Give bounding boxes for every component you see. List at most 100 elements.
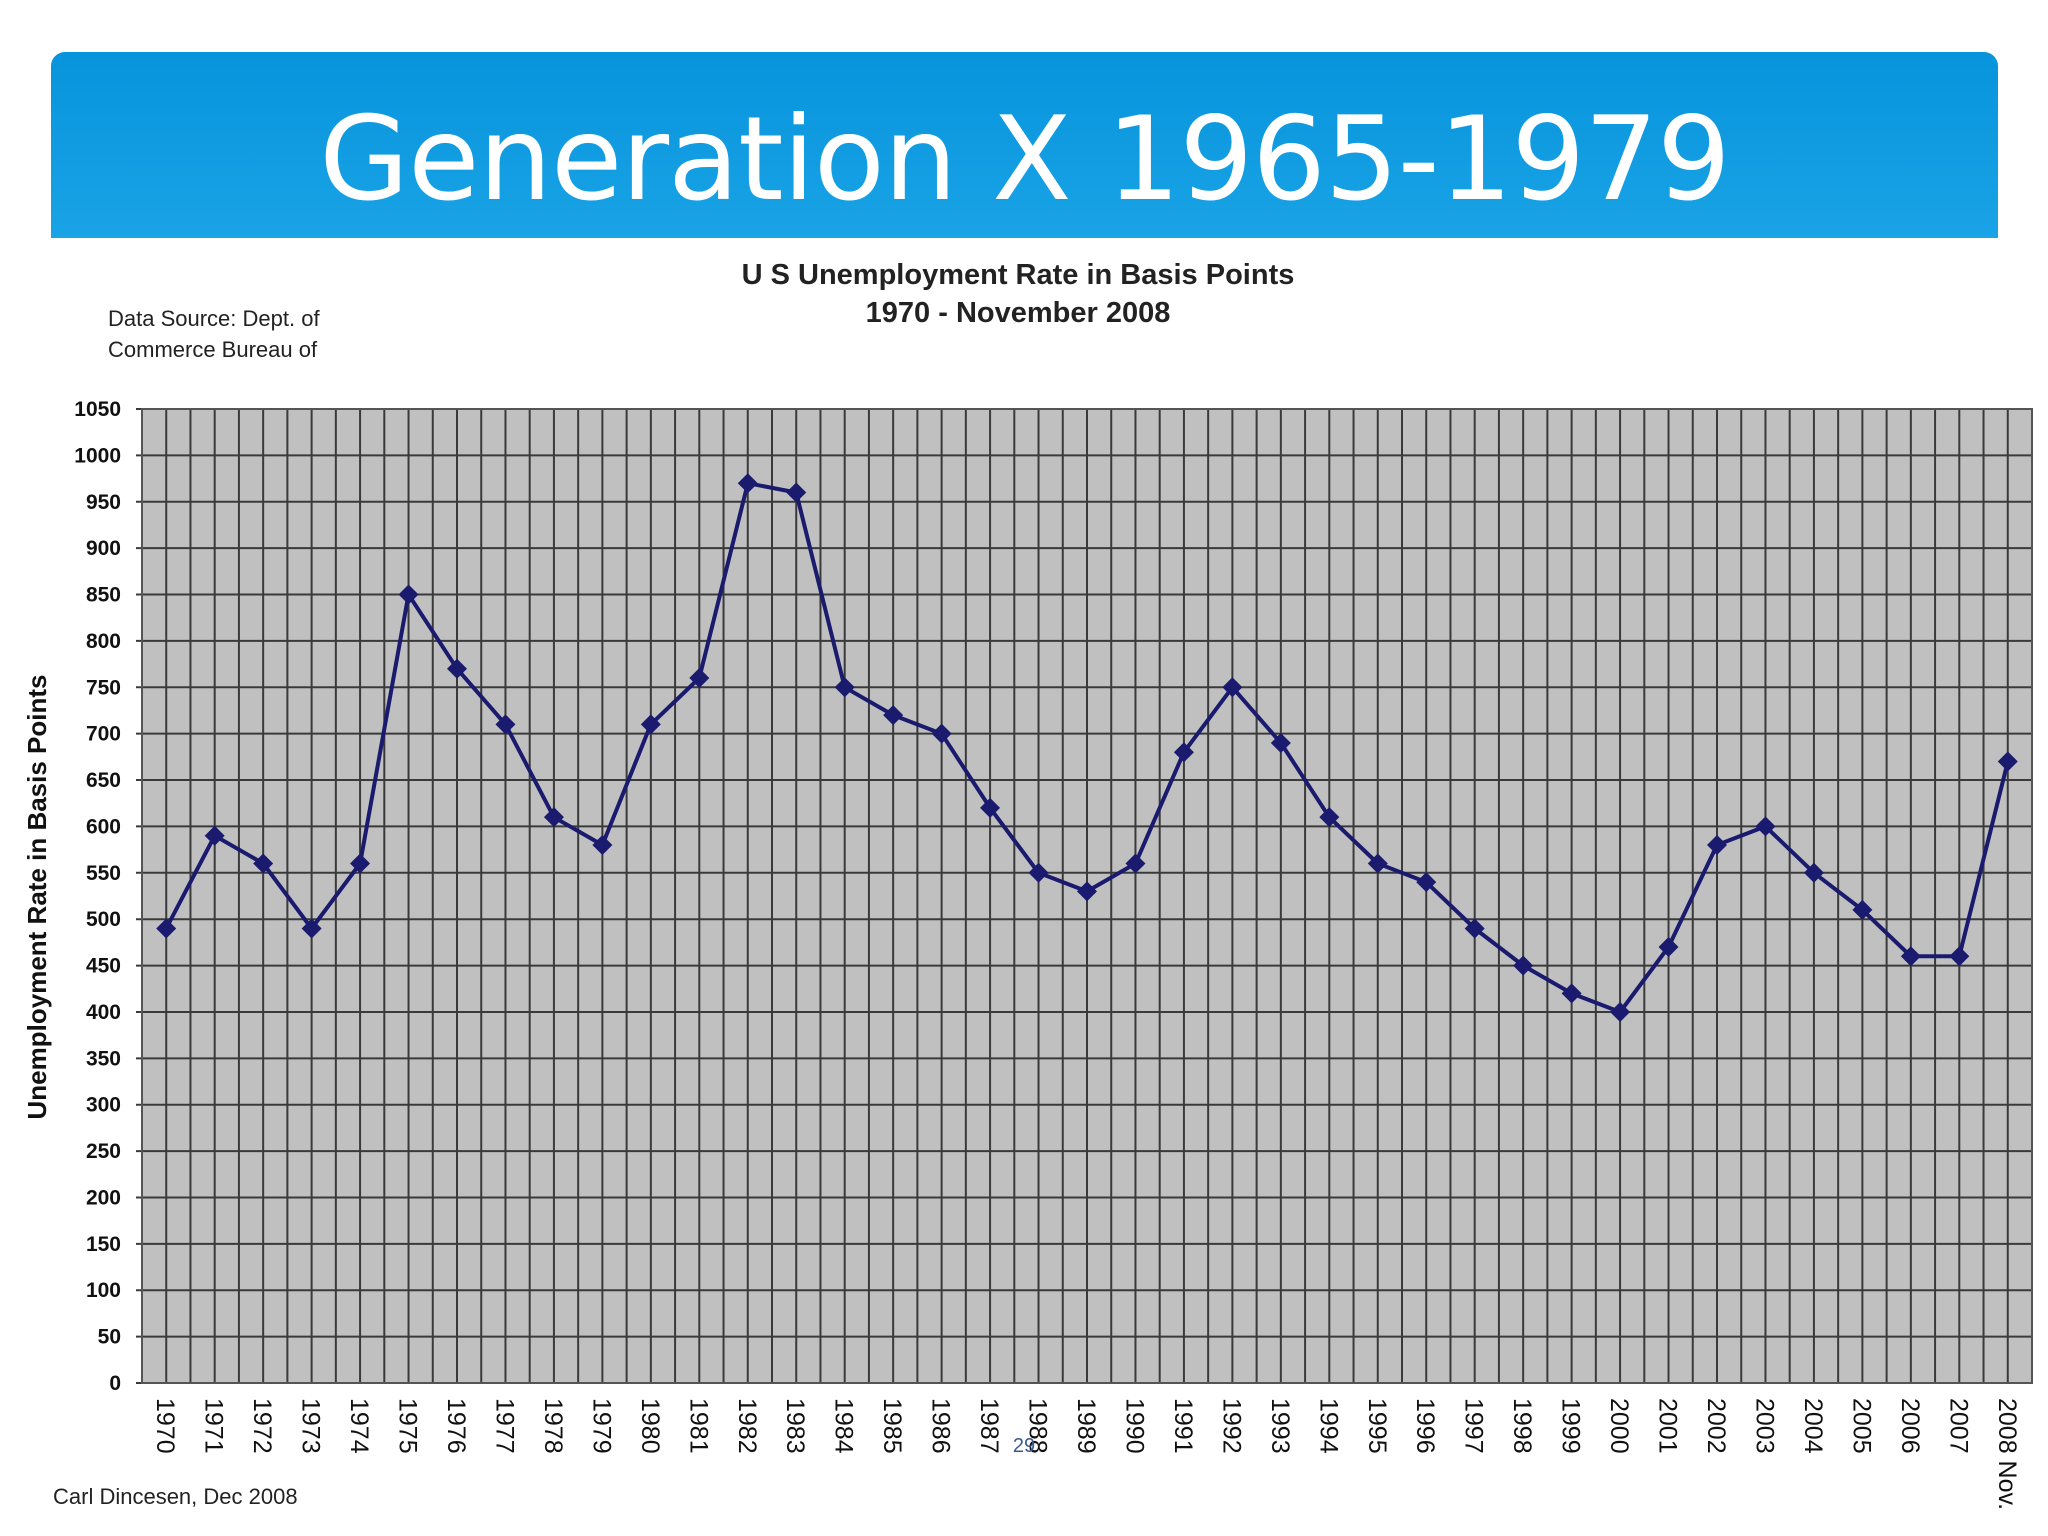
x-tick-label: 1972 bbox=[248, 1398, 276, 1454]
data-point-marker bbox=[883, 705, 904, 726]
data-point-marker bbox=[834, 677, 855, 698]
x-tick-label: 1997 bbox=[1460, 1398, 1488, 1454]
x-tick-label: 1991 bbox=[1169, 1398, 1197, 1454]
y-tick-label: 150 bbox=[86, 1233, 121, 1256]
chart-subtitle: 1970 - November 2008 bbox=[866, 297, 1171, 329]
data-point-marker bbox=[543, 807, 564, 828]
y-tick-label: 750 bbox=[86, 676, 121, 699]
data-point-marker bbox=[1464, 918, 1485, 939]
y-tick-label: 900 bbox=[86, 537, 121, 560]
x-tick-label: 1985 bbox=[878, 1398, 906, 1454]
data-point-marker bbox=[786, 482, 807, 503]
x-tick-label: 1993 bbox=[1266, 1398, 1294, 1454]
data-point-marker bbox=[1028, 862, 1049, 883]
data-point-marker bbox=[1803, 862, 1824, 883]
x-tick-label: 2004 bbox=[1799, 1398, 1827, 1454]
x-tick-label: 1996 bbox=[1411, 1398, 1439, 1454]
data-point-marker bbox=[1755, 816, 1776, 837]
y-tick-label: 300 bbox=[86, 1094, 121, 1117]
x-tick-label: 1983 bbox=[781, 1398, 809, 1454]
data-point-marker bbox=[1900, 946, 1921, 967]
x-tick-label: 2000 bbox=[1605, 1398, 1633, 1454]
data-point-marker bbox=[689, 668, 710, 689]
data-point-marker bbox=[1367, 853, 1388, 874]
x-tick-label: 2001 bbox=[1654, 1398, 1682, 1454]
data-point-marker bbox=[350, 853, 371, 874]
x-tick-label: 2003 bbox=[1750, 1398, 1778, 1454]
data-point-marker bbox=[495, 714, 516, 735]
title-banner: Generation X 1965-1979 bbox=[51, 52, 1998, 238]
y-tick-label: 850 bbox=[86, 584, 121, 607]
x-tick-label: 1980 bbox=[636, 1398, 664, 1454]
y-tick-label: 400 bbox=[86, 1001, 121, 1024]
data-point-marker bbox=[301, 918, 322, 939]
data-point-marker bbox=[1416, 872, 1437, 893]
y-tick-label: 1050 bbox=[74, 398, 121, 421]
series-line-group bbox=[156, 473, 2018, 1022]
x-tick-label: 1994 bbox=[1314, 1398, 1342, 1454]
data-point-marker bbox=[1173, 742, 1194, 763]
data-point-marker bbox=[1949, 946, 1970, 967]
x-tick-label: 1975 bbox=[394, 1398, 422, 1454]
x-tick-label: 2008 Nov. bbox=[1993, 1398, 2021, 1510]
data-point-marker bbox=[1997, 751, 2018, 772]
x-tick-label: 1984 bbox=[830, 1398, 858, 1454]
x-tick-label: 1995 bbox=[1363, 1398, 1391, 1454]
y-tick-label: 350 bbox=[86, 1047, 121, 1070]
y-tick-label: 1000 bbox=[74, 444, 121, 467]
x-tick-label: 1989 bbox=[1072, 1398, 1100, 1454]
x-tick-label: 1990 bbox=[1120, 1398, 1148, 1454]
y-tick-label: 250 bbox=[86, 1140, 121, 1163]
x-tick-label: 1978 bbox=[539, 1398, 567, 1454]
x-tick-label: 1992 bbox=[1217, 1398, 1245, 1454]
y-tick-label: 50 bbox=[98, 1326, 121, 1349]
data-point-marker bbox=[1561, 983, 1582, 1004]
x-axis-ticks: 1970 1971 1972 1973 1974 1975 1976 1977 1978 1979… bbox=[151, 1398, 2021, 1510]
y-tick-label: 0 bbox=[109, 1372, 121, 1395]
x-tick-label: 2002 bbox=[1702, 1398, 1730, 1454]
x-tick-label: 1999 bbox=[1557, 1398, 1585, 1454]
data-point-marker bbox=[1610, 1001, 1631, 1022]
x-tick-label: 1988 bbox=[1024, 1398, 1052, 1454]
data-point-marker bbox=[1513, 955, 1534, 976]
data-point-marker bbox=[253, 853, 274, 874]
data-point-marker bbox=[640, 714, 661, 735]
y-tick-label: 450 bbox=[86, 955, 121, 978]
y-tick-label: 950 bbox=[86, 491, 121, 514]
x-tick-label: 1977 bbox=[490, 1398, 518, 1454]
x-tick-label: 1974 bbox=[345, 1398, 373, 1454]
page-number: 29 bbox=[1013, 1435, 1035, 1457]
plot-area bbox=[136, 408, 2033, 1384]
y-axis-label: Unemployment Rate in Basis Points bbox=[22, 675, 52, 1120]
x-tick-label: 2006 bbox=[1896, 1398, 1924, 1454]
y-tick-label: 500 bbox=[86, 908, 121, 931]
data-point-marker bbox=[1270, 732, 1291, 753]
y-tick-label: 100 bbox=[86, 1279, 121, 1302]
data-point-marker bbox=[1222, 677, 1243, 698]
y-tick-label: 600 bbox=[86, 815, 121, 838]
chart-title: U S Unemployment Rate in Basis Points bbox=[742, 259, 1295, 291]
data-point-marker bbox=[156, 918, 177, 939]
data-point-marker bbox=[1658, 937, 1679, 958]
data-point-marker bbox=[204, 825, 225, 846]
data-point-marker bbox=[737, 473, 758, 494]
y-tick-label: 200 bbox=[86, 1186, 121, 1209]
y-axis-ticks: 0 50 100 150 200 250 300 350 400 450 500 550 600 650 7… bbox=[74, 398, 121, 1395]
data-point-marker bbox=[1319, 807, 1340, 828]
data-point-marker bbox=[980, 797, 1001, 818]
x-tick-label: 1971 bbox=[200, 1398, 228, 1454]
x-tick-label: 1970 bbox=[151, 1398, 179, 1454]
chart-credit: Carl Dincesen, Dec 2008 bbox=[53, 1484, 298, 1509]
y-tick-label: 800 bbox=[86, 630, 121, 653]
slide-title: Generation X 1965-1979 bbox=[319, 92, 1731, 227]
x-tick-label: 1976 bbox=[442, 1398, 470, 1454]
y-tick-label: 550 bbox=[86, 862, 121, 885]
x-tick-label: 1998 bbox=[1508, 1398, 1536, 1454]
data-point-marker bbox=[931, 723, 952, 744]
data-point-marker bbox=[447, 658, 467, 679]
data-point-marker bbox=[1852, 899, 1873, 920]
x-tick-label: 1986 bbox=[927, 1398, 955, 1454]
data-source-note-line1: Data Source: Dept. of bbox=[108, 306, 320, 331]
